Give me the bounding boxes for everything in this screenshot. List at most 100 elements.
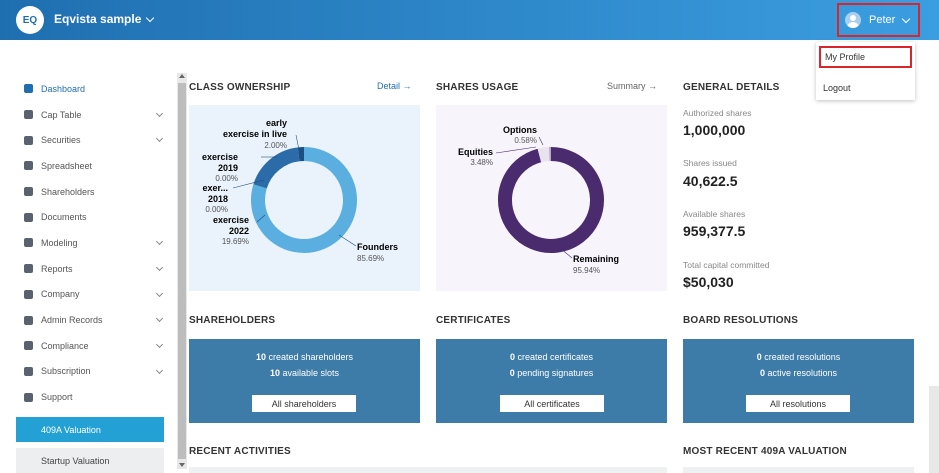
shares-usage-slice-0[interactable] bbox=[498, 147, 604, 253]
sidebar-item-label: Cap Table bbox=[41, 109, 82, 120]
sidebar-nav: Dashboard Cap Table Securities Spreadsheet S… bbox=[16, 76, 176, 410]
scrollbar-thumb[interactable] bbox=[178, 83, 186, 459]
shareholders-card: 10 created shareholders 10 available slo… bbox=[189, 339, 420, 423]
label-remaining-pct: 95.94% bbox=[573, 266, 600, 275]
sidebar-item-dashboard[interactable]: Dashboard bbox=[16, 76, 176, 102]
shares-usage-donut: Options 0.58% Equities 3.48% Remaining 9… bbox=[458, 125, 619, 275]
chevron-down-icon[interactable] bbox=[155, 238, 164, 246]
chevron-down-icon bbox=[902, 14, 911, 23]
sidebar-item-support[interactable]: Support bbox=[16, 384, 176, 410]
class-ownership-slice-1[interactable] bbox=[253, 147, 300, 189]
shareholders-title: SHAREHOLDERS bbox=[189, 315, 276, 326]
all-certificates-button[interactable]: All certificates bbox=[500, 395, 604, 412]
sidebar-scrollbar[interactable] bbox=[177, 73, 187, 469]
user-avatar-icon bbox=[845, 12, 861, 28]
company-switcher[interactable]: Eqvista sample bbox=[54, 12, 155, 26]
slots-text: available slots bbox=[282, 368, 340, 378]
support-icon bbox=[24, 392, 33, 402]
chevron-down-icon[interactable] bbox=[155, 366, 164, 374]
created-count: 0 bbox=[756, 352, 762, 362]
top-header: EQ Eqvista sample Peter bbox=[0, 0, 939, 40]
chevron-down-icon[interactable] bbox=[155, 340, 164, 348]
board-resolutions-card: 0 created resolutions 0 active resolutio… bbox=[683, 339, 914, 423]
409a-valuation-button[interactable]: 409A Valuation bbox=[16, 417, 164, 442]
label-early-pct: 2.00% bbox=[264, 141, 287, 150]
label-early-2: exercise in live bbox=[223, 129, 287, 139]
pending-count: 0 bbox=[509, 368, 515, 378]
startup-valuation-button[interactable]: Startup Valuation bbox=[16, 448, 164, 473]
securities-icon bbox=[24, 135, 33, 145]
sidebar-item-reports[interactable]: Reports bbox=[16, 256, 176, 282]
shares-usage-slice-1[interactable] bbox=[537, 147, 550, 163]
sidebar-item-compliance[interactable]: Compliance bbox=[16, 333, 176, 359]
all-shareholders-button[interactable]: All shareholders bbox=[252, 395, 356, 412]
pending-text: pending signatures bbox=[517, 368, 594, 378]
summary-link-label: Summary bbox=[607, 81, 646, 91]
sidebar-item-admin-records[interactable]: Admin Records bbox=[16, 307, 176, 333]
label-2019-1: exercise bbox=[202, 152, 238, 162]
chevron-down-icon[interactable] bbox=[155, 289, 164, 297]
my-profile-menu-item[interactable]: My Profile bbox=[819, 46, 912, 68]
all-resolutions-button[interactable]: All resolutions bbox=[746, 395, 850, 412]
created-text: created shareholders bbox=[268, 352, 354, 362]
sidebar-item-shareholders[interactable]: Shareholders bbox=[16, 179, 176, 205]
shareholders-slots-line: 10 available slots bbox=[189, 368, 420, 378]
class-ownership-donut: early exercise in live 2.00% exercise 20… bbox=[202, 118, 398, 263]
sidebar-item-modeling[interactable]: Modeling bbox=[16, 230, 176, 256]
sidebar-item-spreadsheet[interactable]: Spreadsheet bbox=[16, 153, 176, 179]
recent-409a-panel bbox=[683, 467, 914, 473]
scroll-down-icon[interactable] bbox=[179, 463, 185, 467]
label-2018-2: 2018 bbox=[208, 194, 228, 204]
arrow-right-icon: → bbox=[402, 81, 412, 91]
shares-usage-summary-link[interactable]: Summary → bbox=[607, 81, 657, 91]
label-2019-pct: 0.00% bbox=[215, 174, 238, 183]
sidebar-item-label: Reports bbox=[41, 263, 73, 274]
total-capital-label: Total capital committed bbox=[683, 260, 770, 270]
sidebar-item-subscription[interactable]: Subscription bbox=[16, 359, 176, 385]
sidebar-item-label: Securities bbox=[41, 135, 81, 146]
label-2022-2: 2022 bbox=[229, 226, 249, 236]
sidebar-item-cap-table[interactable]: Cap Table bbox=[16, 102, 176, 128]
sidebar-item-documents[interactable]: Documents bbox=[16, 204, 176, 230]
sidebar-item-label: Shareholders bbox=[41, 186, 95, 197]
chevron-down-icon[interactable] bbox=[155, 263, 164, 271]
shares-issued-value: 40,622.5 bbox=[683, 173, 738, 189]
user-dropdown-menu: My Profile Logout bbox=[816, 42, 915, 100]
dashboard-icon bbox=[24, 84, 33, 94]
shares-usage-chart-panel bbox=[436, 105, 667, 291]
slots-count: 10 bbox=[269, 368, 280, 378]
recent-activities-title: RECENT ACTIVITIES bbox=[189, 446, 291, 457]
user-menu-button[interactable]: Peter bbox=[837, 3, 920, 37]
class-ownership-slice-0[interactable] bbox=[251, 147, 357, 253]
sidebar-item-label: Admin Records bbox=[41, 315, 103, 326]
certificates-card: 0 created certificates 0 pending signatu… bbox=[436, 339, 667, 423]
created-count: 10 bbox=[255, 352, 266, 362]
cap-table-icon bbox=[24, 110, 33, 120]
sidebar-item-company[interactable]: Company bbox=[16, 282, 176, 308]
chevron-down-icon[interactable] bbox=[155, 315, 164, 323]
company-logo[interactable]: EQ bbox=[16, 6, 44, 34]
shareholders-created-line: 10 created shareholders bbox=[189, 352, 420, 362]
page-scrollbar[interactable] bbox=[929, 386, 939, 473]
label-options: Options bbox=[503, 125, 537, 135]
label-2022-pct: 19.69% bbox=[222, 237, 249, 246]
sidebar-item-label: Subscription bbox=[41, 366, 91, 377]
logout-menu-item[interactable]: Logout bbox=[823, 83, 851, 93]
recent-409a-title: MOST RECENT 409A VALUATION bbox=[683, 446, 847, 457]
available-shares-label: Available shares bbox=[683, 209, 746, 219]
shares-usage-title: SHARES USAGE bbox=[436, 82, 519, 93]
label-equities: Equities bbox=[458, 147, 493, 157]
class-ownership-detail-link[interactable]: Detail → bbox=[377, 81, 412, 91]
available-shares-value: 959,377.5 bbox=[683, 223, 746, 239]
chevron-down-icon[interactable] bbox=[155, 135, 164, 143]
company-name: Eqvista sample bbox=[54, 12, 142, 26]
scroll-up-icon[interactable] bbox=[179, 74, 185, 78]
class-ownership-chart-panel bbox=[189, 105, 420, 291]
label-2022-1: exercise bbox=[213, 215, 249, 225]
shares-issued-label: Shares issued bbox=[683, 158, 737, 168]
sidebar-item-securities[interactable]: Securities bbox=[16, 127, 176, 153]
chevron-down-icon[interactable] bbox=[155, 109, 164, 117]
admin-records-icon bbox=[24, 315, 33, 325]
label-remaining: Remaining bbox=[573, 254, 619, 264]
sidebar-item-label: Compliance bbox=[41, 340, 89, 351]
